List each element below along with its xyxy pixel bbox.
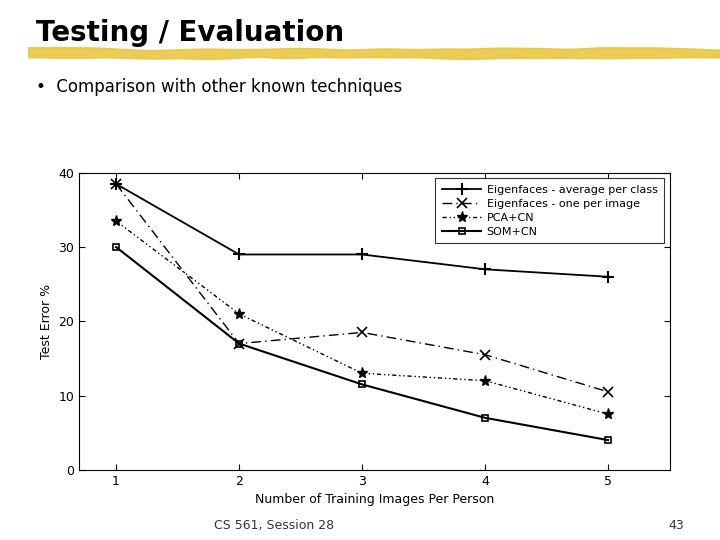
Text: •  Comparison with other known techniques: • Comparison with other known techniques — [36, 78, 402, 96]
Text: 43: 43 — [668, 519, 684, 532]
X-axis label: Number of Training Images Per Person: Number of Training Images Per Person — [255, 493, 494, 506]
Y-axis label: Test Error %: Test Error % — [40, 284, 53, 359]
Text: Testing / Evaluation: Testing / Evaluation — [36, 19, 344, 47]
Polygon shape — [29, 48, 720, 59]
Legend: Eigenfaces - average per class, Eigenfaces - one per image, PCA+CN, SOM+CN: Eigenfaces - average per class, Eigenfac… — [436, 178, 664, 244]
Text: CS 561, Session 28: CS 561, Session 28 — [214, 519, 333, 532]
